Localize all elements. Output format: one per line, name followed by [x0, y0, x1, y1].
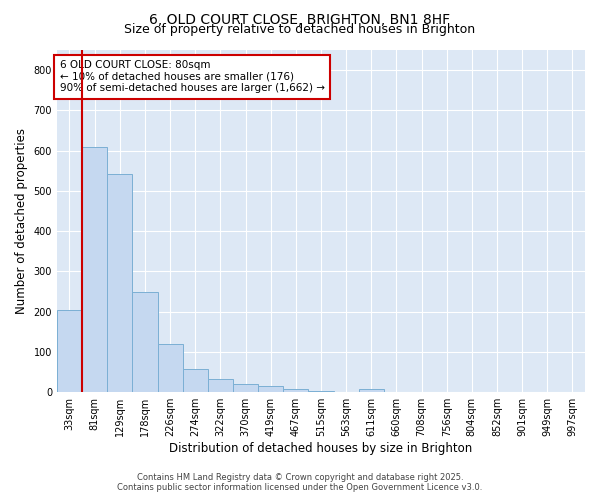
Text: Contains HM Land Registry data © Crown copyright and database right 2025.
Contai: Contains HM Land Registry data © Crown c… [118, 473, 482, 492]
Bar [158, 344, 182, 392]
Bar [233, 384, 258, 392]
Bar [359, 389, 384, 392]
Bar [258, 386, 283, 392]
Text: Size of property relative to detached houses in Brighton: Size of property relative to detached ho… [124, 22, 476, 36]
Y-axis label: Number of detached properties: Number of detached properties [15, 128, 28, 314]
Bar [133, 292, 158, 392]
Bar [182, 370, 208, 392]
Bar [107, 174, 133, 392]
Text: 6 OLD COURT CLOSE: 80sqm
← 10% of detached houses are smaller (176)
90% of semi-: 6 OLD COURT CLOSE: 80sqm ← 10% of detach… [59, 60, 325, 94]
Bar [57, 310, 82, 392]
Bar [283, 390, 308, 392]
X-axis label: Distribution of detached houses by size in Brighton: Distribution of detached houses by size … [169, 442, 473, 455]
Text: 6, OLD COURT CLOSE, BRIGHTON, BN1 8HF: 6, OLD COURT CLOSE, BRIGHTON, BN1 8HF [149, 12, 451, 26]
Bar [82, 148, 107, 392]
Bar [208, 379, 233, 392]
